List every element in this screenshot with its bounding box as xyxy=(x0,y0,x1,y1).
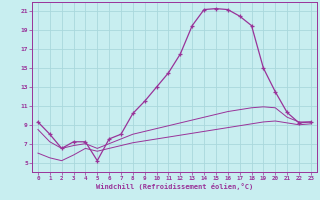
X-axis label: Windchill (Refroidissement éolien,°C): Windchill (Refroidissement éolien,°C) xyxy=(96,183,253,190)
